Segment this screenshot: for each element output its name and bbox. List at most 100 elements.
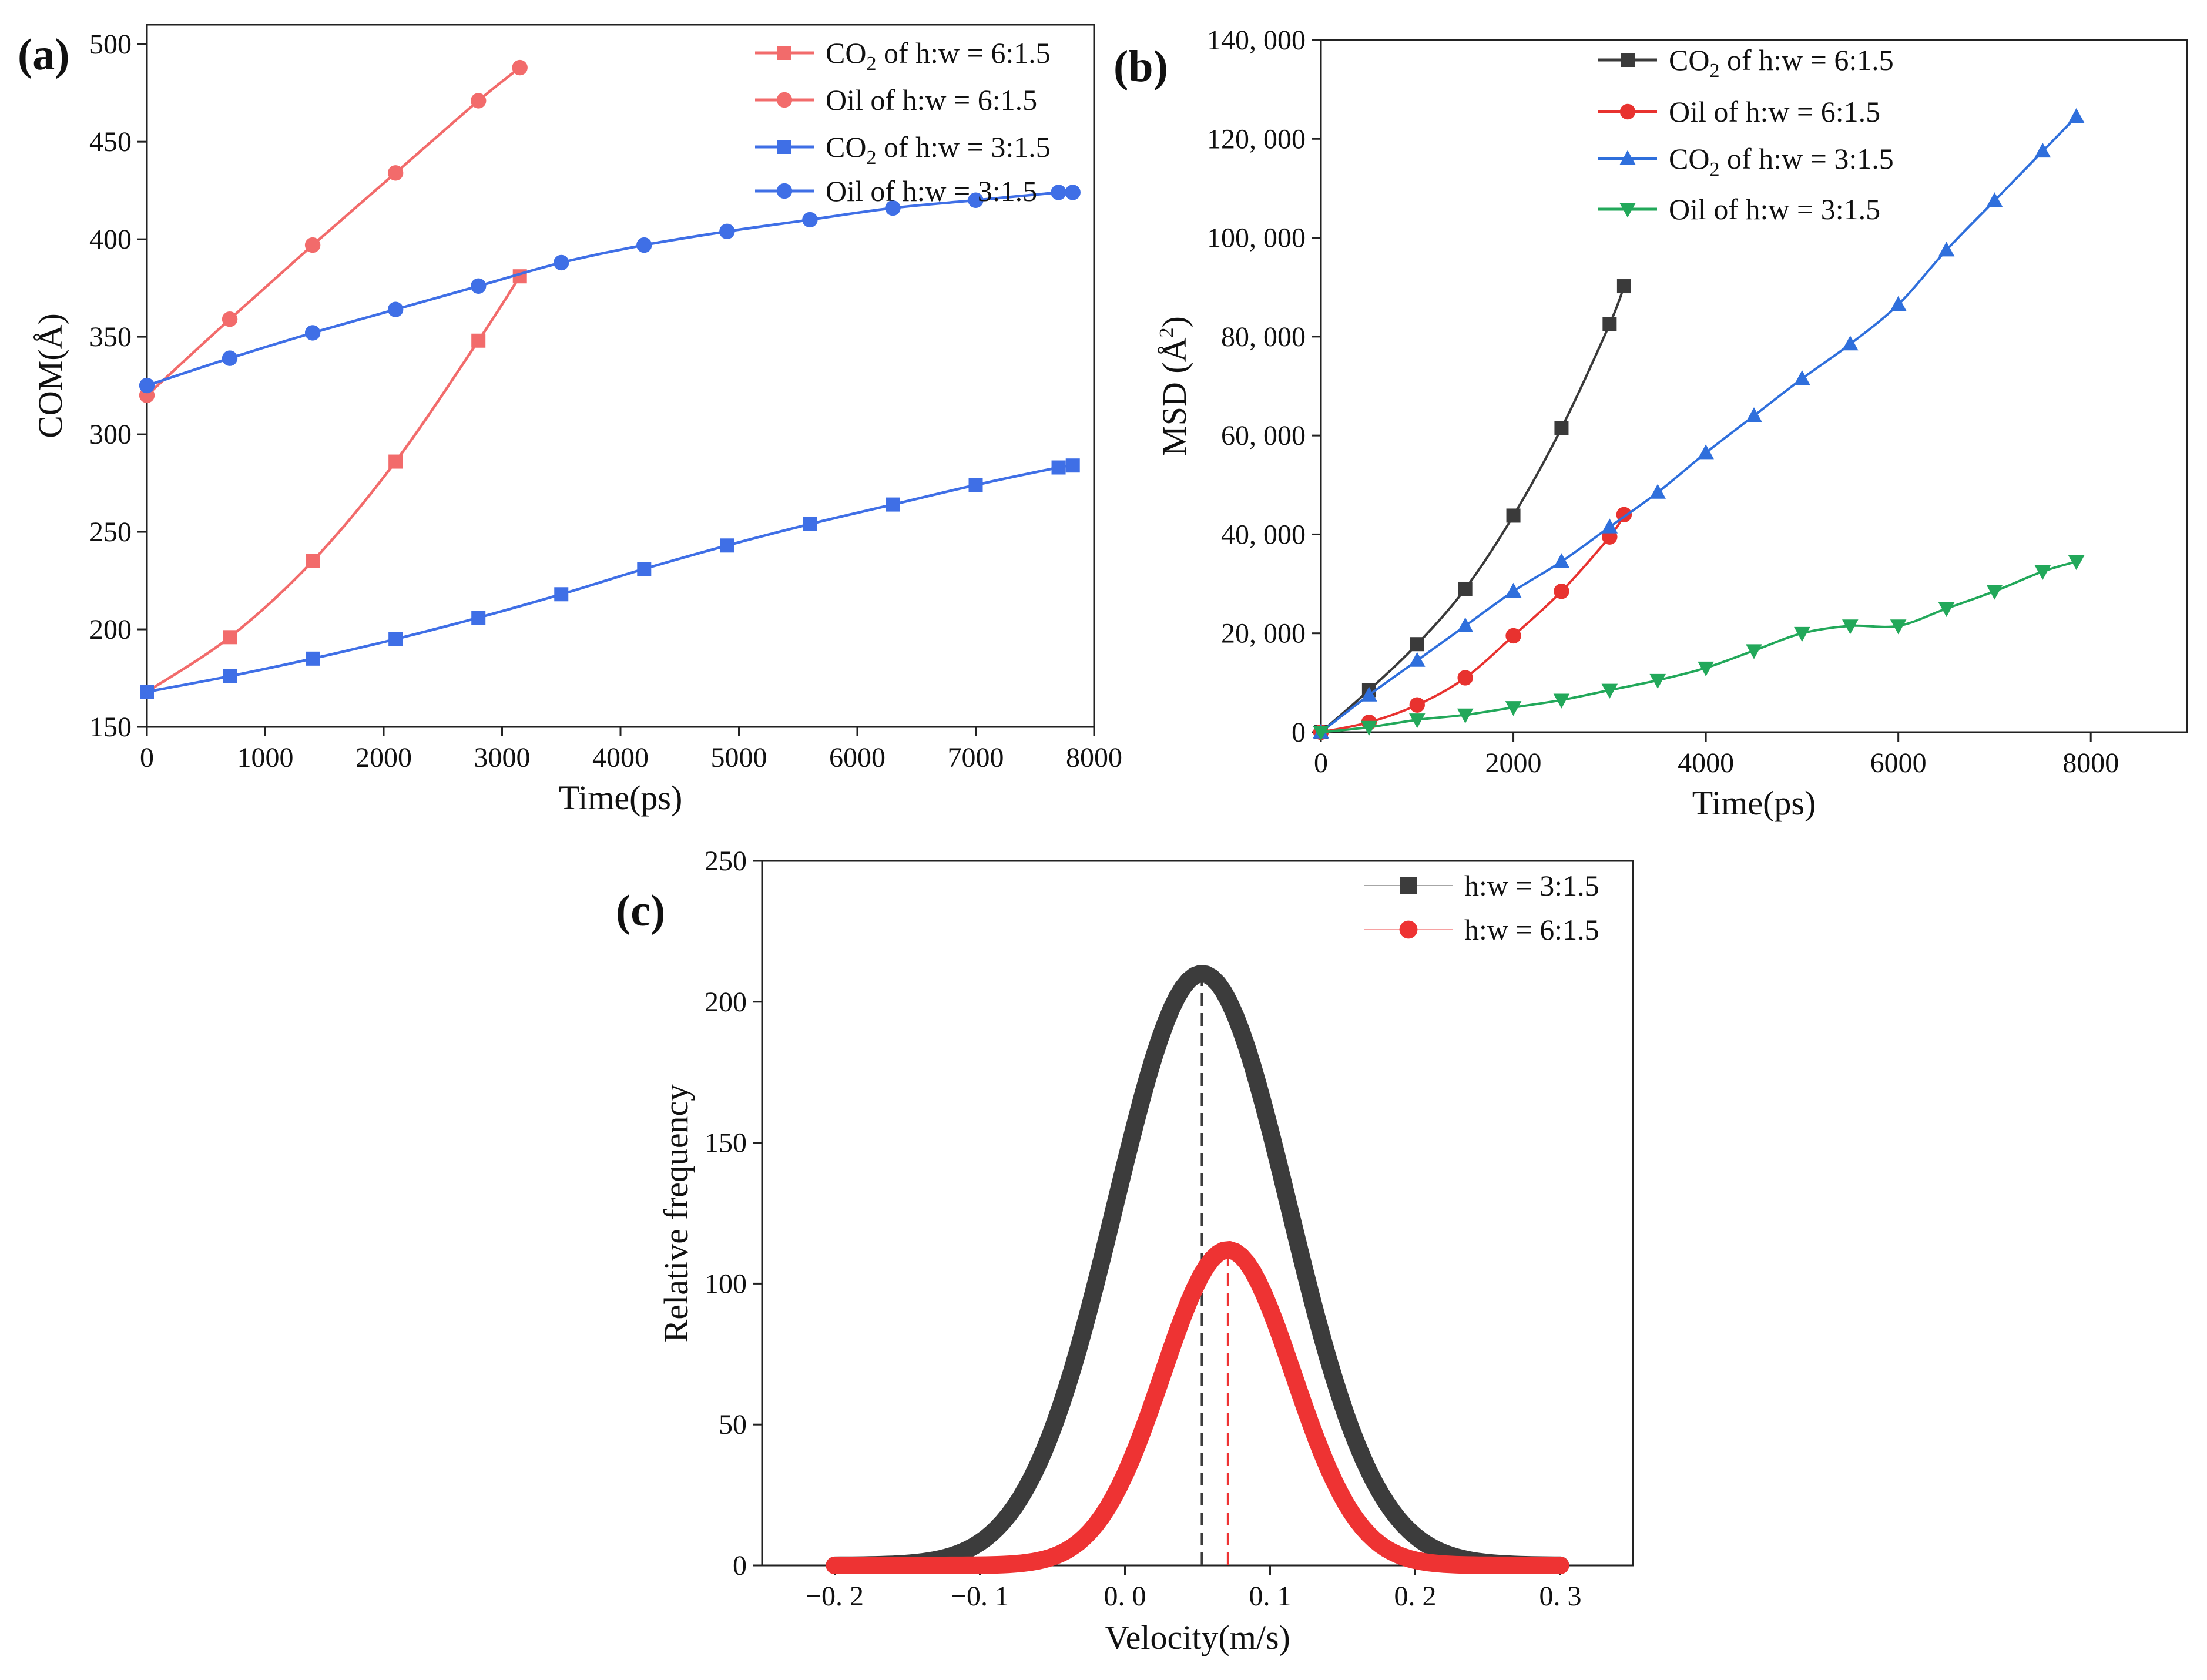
data-point xyxy=(387,165,404,181)
data-point xyxy=(139,377,155,394)
y-tick-label: 150 xyxy=(705,1128,747,1159)
data-point xyxy=(222,350,238,366)
data-point xyxy=(1794,626,1810,642)
legend-entry: Oil of h:w = 6:1.5 xyxy=(1669,95,1880,128)
data-point xyxy=(636,237,652,253)
x-tick-label: −0. 2 xyxy=(806,1581,864,1612)
legend-entry: CO2 of h:w = 6:1.5 xyxy=(826,36,1051,75)
y-tick-label: 50 xyxy=(719,1409,747,1440)
data-point xyxy=(1554,421,1569,435)
x-tick-label: 8000 xyxy=(1066,742,1122,773)
data-point xyxy=(1457,670,1473,686)
legend-entry: h:w = 6:1.5 xyxy=(1464,913,1599,946)
data-point xyxy=(2034,142,2051,158)
data-point xyxy=(1890,619,1907,635)
legend-entry: h:w = 3:1.5 xyxy=(1464,869,1599,902)
legend-text: CO xyxy=(826,36,866,69)
y-axis-label-part: ) xyxy=(1155,316,1193,327)
data-point xyxy=(1649,673,1666,689)
x-tick-label: 2000 xyxy=(355,742,412,773)
y-tick-label: 200 xyxy=(705,987,747,1018)
data-point xyxy=(2034,565,2051,580)
y-tick-label: 450 xyxy=(89,126,132,157)
legend-subscript: 2 xyxy=(866,147,876,169)
y-tick-label: 500 xyxy=(89,29,132,60)
x-tick-label: 0 xyxy=(1314,747,1328,779)
data-point xyxy=(1410,637,1424,652)
legend-marker xyxy=(1619,103,1636,120)
y-tick-label: 250 xyxy=(705,846,747,877)
y-tick-label: 350 xyxy=(89,321,132,353)
data-point xyxy=(140,685,154,699)
plot-frame xyxy=(1320,39,2188,733)
legend-entry: CO2 of h:w = 3:1.5 xyxy=(826,130,1051,169)
plot-frame xyxy=(761,860,1634,1567)
panel-a: 0 1000 2000 3000 4000 5000 6000 7000 8000 150 200 2… xyxy=(18,24,1122,817)
y-tick-label: 0 xyxy=(1292,717,1306,748)
y-tick-label: 40, 000 xyxy=(1221,519,1306,550)
data-point xyxy=(306,651,320,666)
y-tick-label: 150 xyxy=(89,712,132,743)
legend-marker xyxy=(777,46,791,60)
data-point xyxy=(1601,683,1618,699)
panel-b: 0 2000 4000 6000 8000 0 20, 000 40, 000 60, 000 8… xyxy=(1113,25,2188,822)
data-point xyxy=(1938,602,1955,618)
data-point xyxy=(968,478,983,492)
x-tick-label: 4000 xyxy=(1678,747,1734,779)
data-point xyxy=(1457,617,1474,632)
x-tick-label: 8000 xyxy=(2062,747,2119,779)
data-point xyxy=(1408,713,1426,729)
series-line xyxy=(146,464,1074,693)
legend-text-tail: of h:w = 6:1.5 xyxy=(876,36,1050,69)
data-point xyxy=(1986,585,2003,600)
data-point xyxy=(1051,185,1066,200)
legend-text: Oil of h:w = 3:1.5 xyxy=(1669,193,1880,226)
data-point xyxy=(222,311,238,327)
x-axis-label: Velocity(m/s) xyxy=(1105,1618,1290,1656)
y-tick-label: 20, 000 xyxy=(1221,618,1306,649)
legend-entry: Oil of h:w = 3:1.5 xyxy=(1669,193,1880,226)
y-tick-label: 0 xyxy=(733,1550,747,1581)
legend-entry: Oil of h:w = 6:1.5 xyxy=(826,83,1037,116)
data-point xyxy=(471,278,487,294)
data-point xyxy=(1361,720,1377,736)
data-point xyxy=(304,325,321,341)
x-tick-label: 6000 xyxy=(829,742,886,773)
y-tick-label: 140, 000 xyxy=(1207,25,1306,56)
data-point xyxy=(802,212,818,228)
data-point xyxy=(1602,317,1617,331)
data-point xyxy=(1553,693,1570,709)
data-point xyxy=(637,562,652,576)
x-tick-label: 7000 xyxy=(948,742,1004,773)
data-point xyxy=(1649,484,1666,499)
series-line xyxy=(146,190,1073,387)
data-point xyxy=(720,538,734,553)
data-point xyxy=(388,632,403,646)
legend-text-tail: of h:w = 3:1.5 xyxy=(1719,142,1893,175)
data-point xyxy=(1601,518,1618,534)
series-line xyxy=(146,66,521,397)
y-tick-label: 200 xyxy=(89,614,132,645)
distribution-curve xyxy=(826,965,1569,1574)
y-tick-label: 60, 000 xyxy=(1221,420,1306,451)
y-axis-label: MSD (Å2) xyxy=(1155,316,1193,456)
x-axis-label: Time(ps) xyxy=(1692,784,1816,822)
legend-text: Oil of h:w = 6:1.5 xyxy=(826,83,1037,116)
data-point xyxy=(1746,644,1762,659)
data-point xyxy=(1505,701,1522,716)
data-point xyxy=(387,301,404,317)
x-tick-label: 3000 xyxy=(474,742,531,773)
data-point xyxy=(968,192,984,208)
data-point xyxy=(471,93,487,109)
data-point xyxy=(512,59,528,76)
legend-subscript: 2 xyxy=(1709,60,1719,82)
legend-text: Oil of h:w = 3:1.5 xyxy=(826,175,1037,207)
x-tick-label: 0. 2 xyxy=(1394,1581,1437,1612)
y-axis-label-part: MSD ( xyxy=(1155,362,1193,456)
data-point xyxy=(1746,407,1762,422)
x-tick-label: 0. 3 xyxy=(1539,1581,1582,1612)
y-tick-label: 80, 000 xyxy=(1221,321,1306,353)
data-point xyxy=(1313,726,1329,741)
data-point xyxy=(554,587,569,602)
